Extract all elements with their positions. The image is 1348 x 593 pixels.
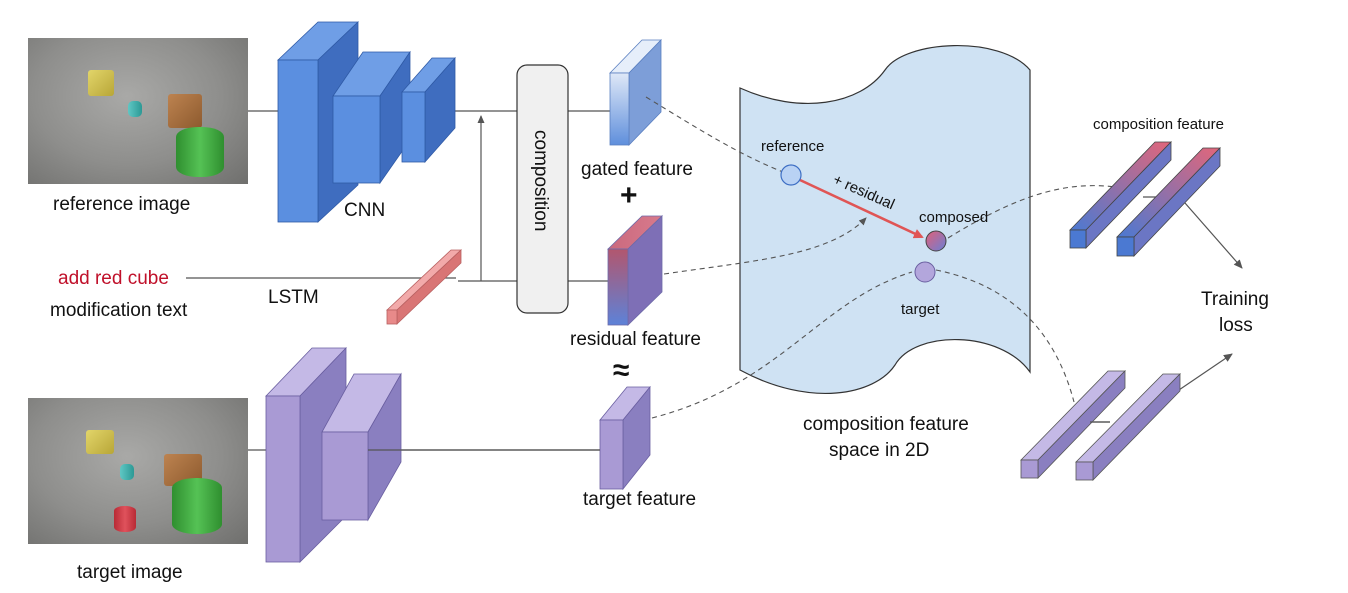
cyan-cylinder — [128, 101, 142, 117]
green-cylinder — [172, 478, 222, 534]
composition-feature-bars — [1069, 141, 1221, 257]
dashed-mapping-curves — [645, 96, 1116, 419]
space-title-line2: space in 2D — [829, 440, 929, 461]
residual-feature-label: residual feature — [570, 329, 701, 350]
gated-feature-label: gated feature — [581, 159, 693, 180]
modification-query-label: add red cube — [58, 268, 169, 289]
cyan-cylinder — [120, 464, 134, 480]
residual-arrow — [799, 178, 924, 239]
reference-point — [780, 164, 802, 186]
residual-feature-block — [607, 215, 663, 326]
brown-cube — [168, 94, 202, 128]
cnn-encoder — [276, 21, 456, 223]
composition-block-label: composition — [530, 130, 551, 231]
space-title-line1: composition feature — [803, 414, 969, 435]
green-cylinder — [176, 127, 224, 177]
reference-image — [28, 38, 248, 184]
approx-symbol: ≈ — [613, 354, 629, 387]
reference-point-label: reference — [761, 138, 824, 155]
target-feature-block — [599, 385, 651, 491]
training-loss-line2: loss — [1219, 315, 1253, 336]
modification-text-label: modification text — [50, 300, 188, 321]
target-point-label: target — [901, 301, 940, 318]
composition-feature-label: composition feature — [1093, 116, 1224, 133]
target-image-label: target image — [77, 562, 183, 583]
target-cnn-encoder — [265, 347, 402, 563]
gated-feature-block — [609, 39, 662, 146]
yellow-cube — [88, 70, 114, 96]
composed-point — [925, 230, 947, 252]
training-loss-line1: Training — [1201, 289, 1269, 310]
target-image — [28, 398, 248, 544]
reference-image-label: reference image — [53, 194, 190, 215]
lstm-bar — [385, 249, 463, 325]
lstm-label: LSTM — [268, 287, 319, 308]
composition-block — [516, 64, 569, 314]
cnn-label: CNN — [344, 200, 385, 221]
target-feature-bars — [1020, 370, 1181, 481]
composed-point-label: composed — [919, 209, 988, 226]
target-feature-label: target feature — [583, 489, 696, 510]
plus-symbol: + — [620, 179, 638, 212]
target-point — [914, 261, 936, 283]
red-cylinder — [114, 506, 136, 532]
yellow-cube — [86, 430, 114, 454]
